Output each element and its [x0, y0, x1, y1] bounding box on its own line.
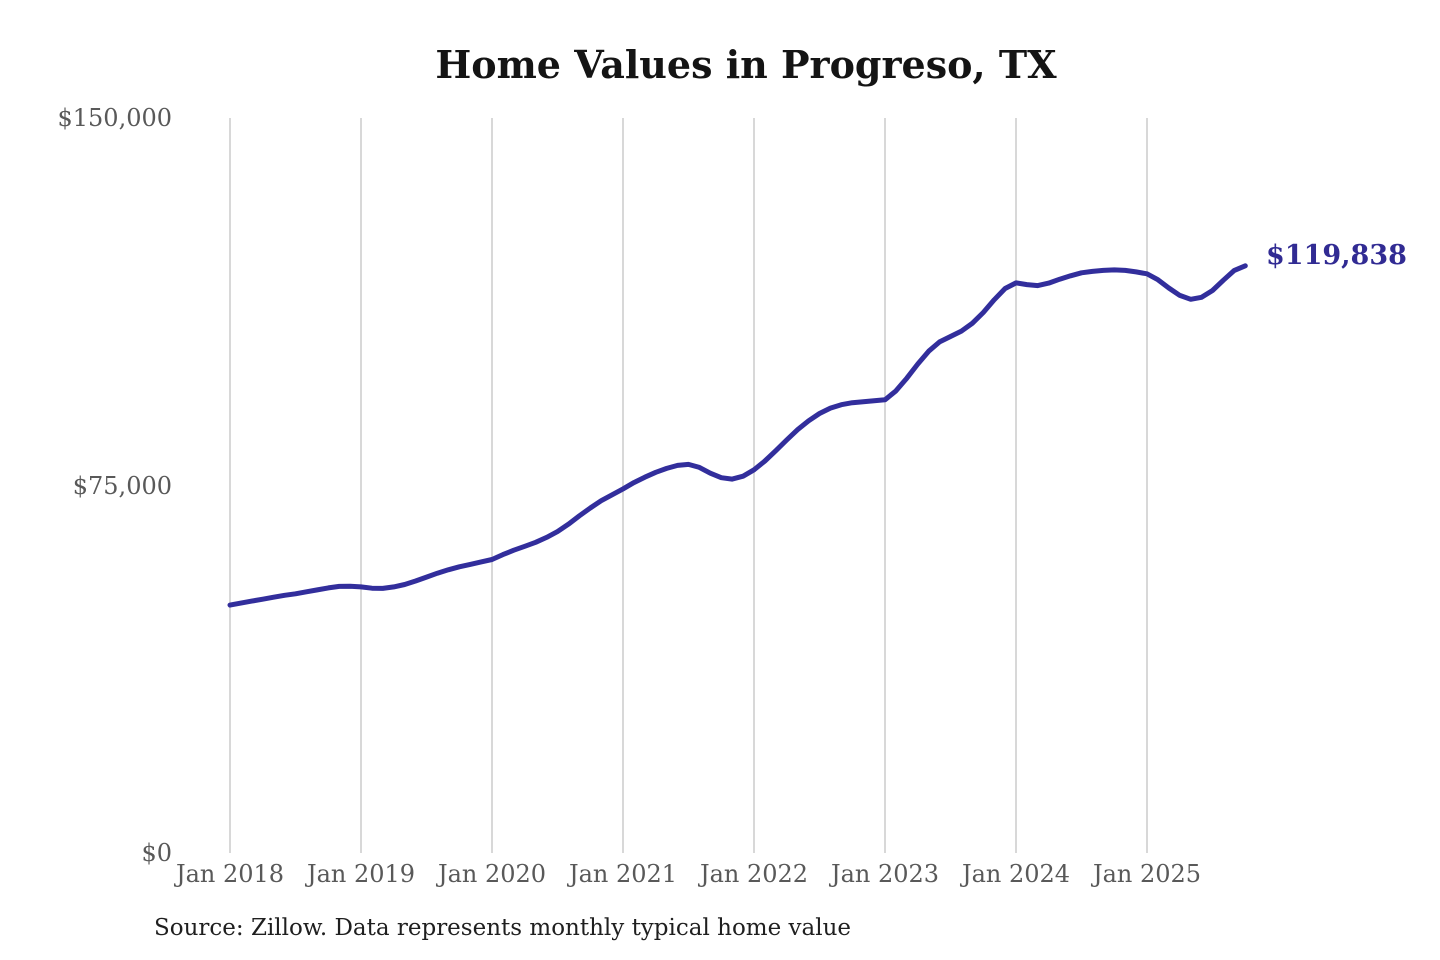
chart-title: Home Values in Progreso, TX [435, 42, 1057, 87]
latest-value-label: $119,838 [1266, 240, 1407, 271]
x-tick-label: Jan 2018 [175, 860, 285, 888]
y-tick-label: $150,000 [57, 104, 172, 132]
x-tick-label: Jan 2020 [437, 860, 547, 888]
x-tick-label: Jan 2021 [568, 860, 678, 888]
x-tick-label: Jan 2023 [830, 860, 940, 888]
y-tick-label: $75,000 [72, 471, 172, 500]
x-tick-label: Jan 2019 [306, 860, 416, 888]
home-value-line [227, 263, 1248, 608]
x-tick-label: Jan 2024 [961, 860, 1071, 888]
y-tick-label: $0 [141, 839, 172, 867]
x-tick-label: Jan 2025 [1092, 860, 1202, 888]
source-note: Source: Zillow. Data represents monthly … [154, 915, 852, 941]
x-tick-label: Jan 2022 [699, 860, 809, 888]
